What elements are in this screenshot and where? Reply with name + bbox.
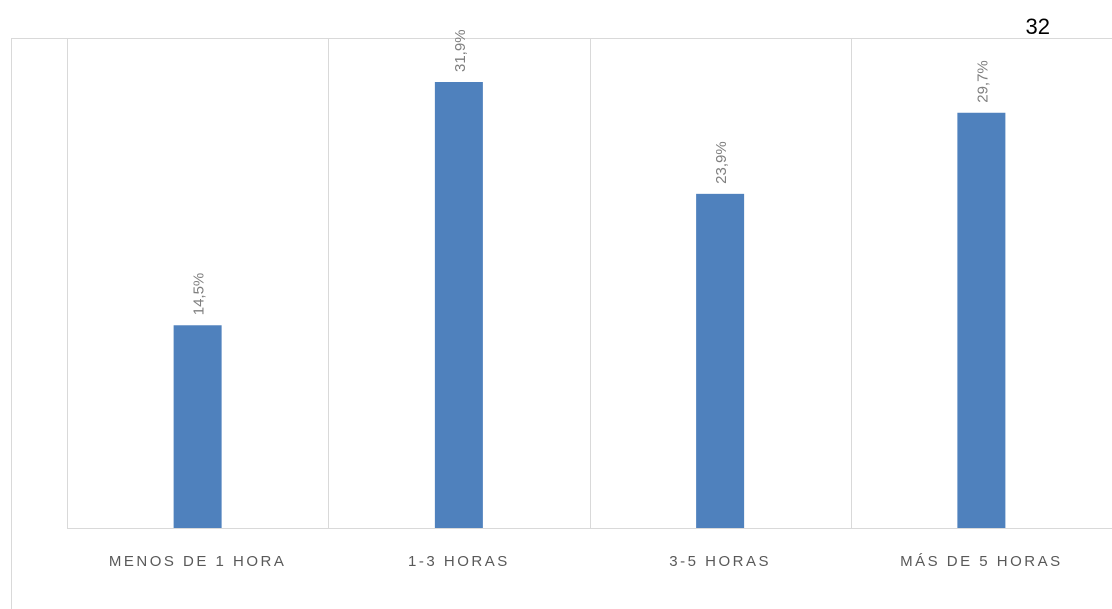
value-label-3: 23,9% <box>713 141 730 184</box>
chart-frame <box>11 38 1112 609</box>
value-label-4: 29,7% <box>974 60 991 103</box>
category-label-1: MENOS DE 1 HORA <box>109 553 287 570</box>
category-label-3: 3-5 HORAS <box>669 553 771 570</box>
page-number: 32 <box>1025 14 1050 39</box>
value-label-1: 14,5% <box>191 273 208 316</box>
category-label-2: 1-3 HORAS <box>408 553 510 570</box>
bar-3 <box>696 193 745 528</box>
bar-2 <box>434 82 483 528</box>
category-label-4: MÁS DE 5 HORAS <box>900 553 1063 570</box>
bar-1 <box>173 325 222 528</box>
value-label-2: 31,9% <box>452 29 469 72</box>
bar-4 <box>957 112 1006 529</box>
